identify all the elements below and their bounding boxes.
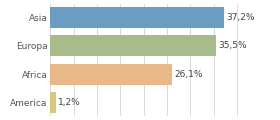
Bar [50,92,56,113]
Text: 1,2%: 1,2% [58,98,81,107]
Bar [50,35,216,57]
Bar [50,63,172,85]
Text: 26,1%: 26,1% [174,70,202,79]
Text: 37,2%: 37,2% [226,13,254,22]
Bar [50,7,224,28]
Text: 35,5%: 35,5% [218,41,247,50]
